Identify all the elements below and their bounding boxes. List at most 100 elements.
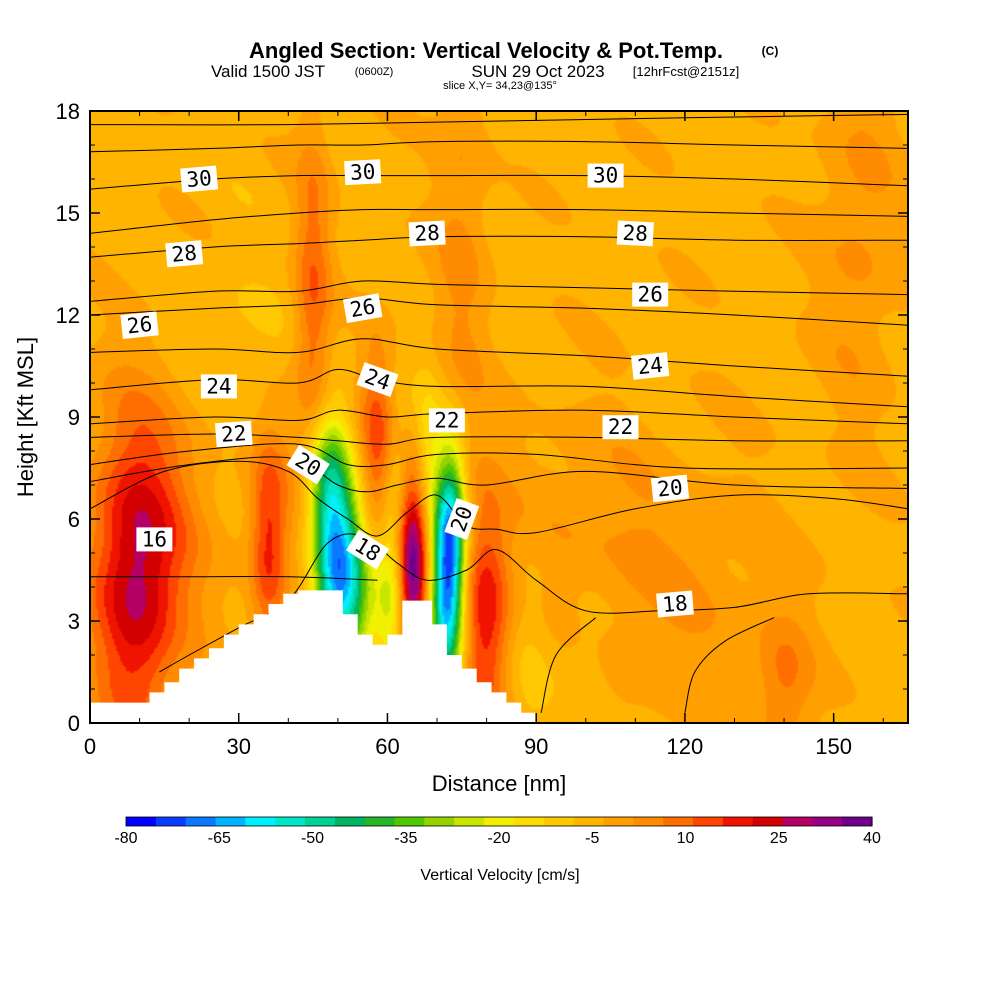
chart-subtitle: Valid 1500 JST (0600Z) SUN 29 Oct 2023 [… [211,62,739,81]
contour-label-box [616,220,654,247]
slice-info: slice X,Y= 34,23@135° [443,80,557,92]
colorbar-swatch [126,817,157,826]
y-tick-label: 9 [68,405,80,430]
contour-label-box [342,293,383,324]
colorbar-swatch [603,817,634,826]
colorbar-swatch [305,817,336,826]
colorbar-tick-label: 25 [770,830,788,847]
contour-label-28: 28 [616,220,654,247]
colorbar-swatch [185,817,217,826]
contour-label-text: 24 [636,353,664,380]
x-tick-label: 60 [375,734,399,759]
theta-contour-22 [90,409,908,425]
colorbar-swatch [215,817,246,826]
contour-label-box [215,420,253,448]
contour-label-24: 24 [200,374,237,399]
contour-label-text: 20 [656,475,684,502]
contour-label-text: 28 [414,221,441,246]
colorbar-swatch [275,817,306,826]
contour-label-box [408,220,446,247]
valid-zulu: (0600Z) [355,66,394,78]
contour-label-text: 26 [348,294,377,322]
contour-label-text: 30 [185,166,212,192]
contour-label-box [602,415,639,440]
theta-contour-20 [90,456,908,493]
contour-label-30: 30 [344,159,382,186]
contour-label-22: 22 [602,415,639,440]
colorbar-swatch [155,817,187,826]
colorbar-swatch [633,817,664,826]
contour-label-box [344,159,382,186]
colorbar-swatch [484,817,515,826]
theta-contour-24 [90,338,908,377]
contour-label-box [444,497,480,541]
contour-label-30: 30 [180,165,219,193]
contour-label-20: 20 [650,474,690,503]
chart-title: Angled Section: Vertical Velocity & Pot.… [249,38,723,63]
y-tick-label: 6 [68,507,80,532]
colorbar-swatch [663,817,694,826]
contour-label-text: 30 [349,160,376,185]
y-tick-label: 0 [68,711,80,736]
y-axis: 0 3 6 9 12 15 18 [56,99,908,736]
theta-contour-16 [90,576,378,581]
colorbar-tick-label: -35 [394,830,417,847]
contour-label-26: 26 [342,293,383,324]
theta-contour-26 [90,280,908,302]
contour-label-text: 28 [171,241,198,267]
colorbar-swatch [454,817,485,826]
theta-contour-18 [540,617,597,713]
colorbar-swatch [722,817,754,826]
contour-label-26: 26 [120,311,159,340]
theta-contour-30 [90,140,908,153]
contour-label-22: 22 [215,420,253,448]
contour-label-18: 18 [345,529,390,570]
theta-contour-20 [90,443,908,470]
colorbar-swatch [692,817,724,826]
contour-label-text: 26 [126,312,154,339]
colorbar-swatch [842,817,873,826]
y-axis-label: Height [Kft MSL] [13,337,38,497]
theta-contour-18 [684,617,775,713]
colorbar-swatch [573,817,605,826]
contour-label-box [286,444,330,485]
contour-label-box [631,352,670,380]
x-tick-label: 30 [226,734,250,759]
chart-title-units: (C) [762,44,779,58]
contour-label-text: 28 [622,221,649,246]
contour-label-text: 26 [638,283,663,307]
y-tick-label: 15 [56,201,80,226]
valid-date: SUN 29 Oct 2023 [471,62,604,81]
contour-label-text: 24 [206,374,231,398]
colorbar-swatch [364,817,396,826]
contour-label-24: 24 [631,352,670,380]
y-tick-label: 18 [56,99,80,124]
contour-label-box [165,240,204,268]
contour-label-box [180,165,219,193]
contour-label-text: 30 [593,164,618,188]
colorbar-label: Vertical Velocity [cm/s] [420,867,579,884]
contour-label-text: 22 [608,415,633,439]
contour-label-30: 30 [587,163,624,188]
contour-label-box [345,529,390,570]
contour-label-text: 22 [220,421,247,447]
contour-label-box [136,527,173,552]
contour-label-28: 28 [165,240,204,268]
colorbar-tick-label: -20 [487,830,510,847]
theta-contour-28 [90,208,908,234]
y-tick-label: 3 [68,609,80,634]
colorbar-tick-label: -50 [301,830,324,847]
valid-time: Valid 1500 JST [211,62,325,81]
contour-label-box [200,374,237,399]
colorbar-swatch [245,817,276,826]
x-axis-label: Distance [nm] [432,771,567,796]
contour-label-box [428,408,465,433]
colorbar-swatch [782,817,813,826]
colorbar-tick-label: -5 [585,830,599,847]
x-axis: 0 30 60 90 120 150 [84,111,884,759]
terrain [90,590,537,723]
contour-label-16: 16 [136,527,173,552]
